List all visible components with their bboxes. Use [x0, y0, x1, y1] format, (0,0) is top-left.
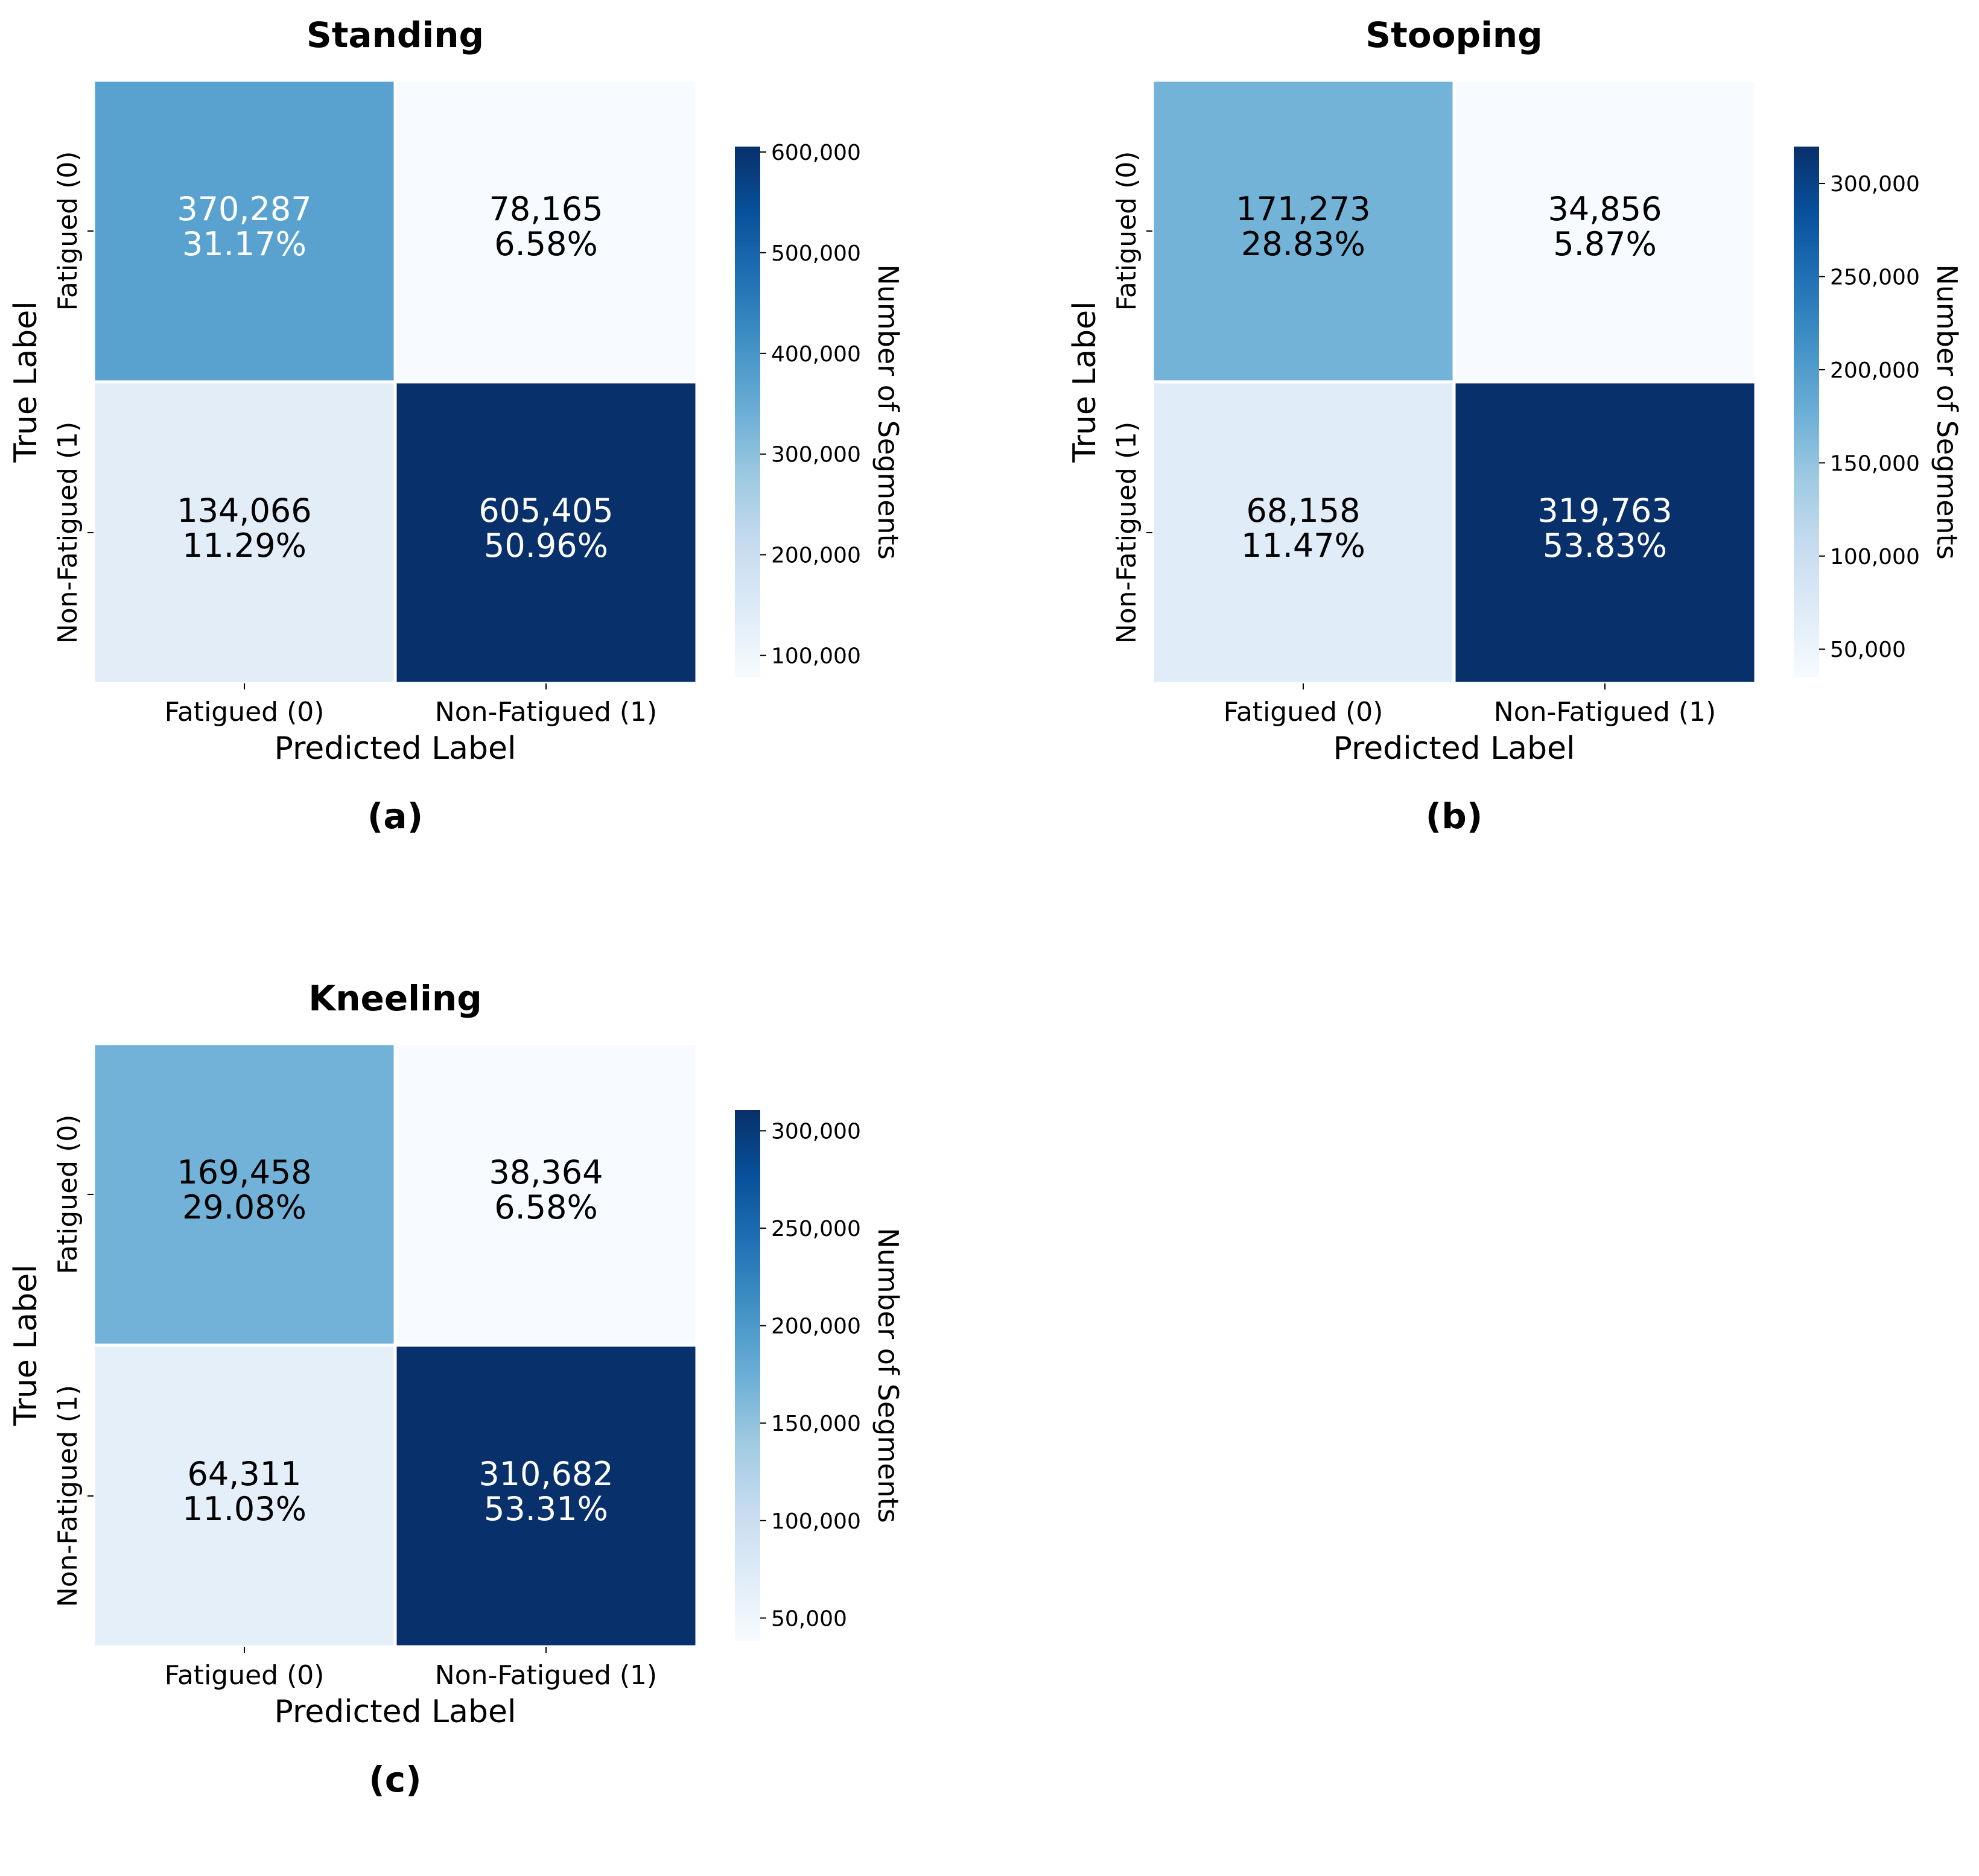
- colorbar-tick-label: 100,000: [771, 1509, 861, 1534]
- colorbar-label: Number of Segments: [1931, 264, 1963, 559]
- chart-title: Standing: [307, 14, 484, 55]
- colorbar-tick-label: 50,000: [1830, 638, 1906, 662]
- cell-count-label: 310,682: [478, 1455, 613, 1493]
- y-tick-label: Non-Fatigued (1): [52, 1385, 83, 1607]
- heatmap-cell: [92, 380, 397, 685]
- x-axis-label: Predicted Label: [275, 1694, 516, 1730]
- cell-count-label: 171,273: [1236, 190, 1370, 228]
- colorbar: [735, 147, 760, 677]
- cell-percentage-label: 11.47%: [1241, 527, 1365, 565]
- cell-count-label: 34,856: [1548, 190, 1662, 228]
- panel-label: (b): [1426, 796, 1483, 837]
- cell-percentage-label: 53.83%: [1543, 527, 1667, 565]
- colorbar-tick-label: 300,000: [771, 443, 861, 467]
- heatmap-cell: [92, 78, 397, 384]
- colorbar-tick-label: 250,000: [771, 1217, 861, 1241]
- x-axis-label: Predicted Label: [1333, 730, 1575, 767]
- cell-percentage-label: 11.29%: [182, 527, 307, 565]
- cell-count-label: 78,165: [489, 190, 603, 228]
- heatmap-cell: [1452, 380, 1758, 685]
- colorbar-label: Number of Segments: [872, 1228, 904, 1523]
- colorbar-tick-label: 200,000: [771, 1314, 861, 1339]
- panel-label: (a): [367, 796, 423, 837]
- x-tick-label: Non-Fatigued (1): [435, 697, 657, 727]
- heatmap-cell: [393, 1343, 699, 1649]
- colorbar-tick-label: 250,000: [1830, 265, 1920, 290]
- cell-count-label: 134,066: [177, 492, 311, 530]
- heatmap-cell: [92, 1042, 397, 1347]
- panel-label: (c): [369, 1759, 421, 1800]
- colorbar-tick-label: 400,000: [771, 342, 861, 367]
- x-tick-label: Non-Fatigued (1): [1494, 697, 1716, 727]
- confusion-matrix-standing: Standing370,28731.17%78,1656.58%134,0661…: [8, 14, 904, 837]
- cell-percentage-label: 6.58%: [494, 1188, 598, 1226]
- x-tick-label: Non-Fatigued (1): [435, 1660, 657, 1691]
- heatmap-cell: [1452, 78, 1758, 384]
- x-tick-label: Fatigued (0): [1224, 697, 1383, 727]
- cell-percentage-label: 50.96%: [484, 527, 608, 565]
- y-tick-label: Non-Fatigued (1): [1111, 422, 1142, 644]
- y-axis-label: True Label: [1067, 301, 1103, 463]
- heatmap-cell: [1151, 380, 1456, 685]
- colorbar-tick-label: 200,000: [1830, 358, 1920, 383]
- cell-count-label: 319,763: [1537, 492, 1672, 530]
- x-tick-label: Fatigued (0): [165, 1660, 325, 1691]
- colorbar: [735, 1110, 760, 1641]
- x-axis-label: Predicted Label: [275, 730, 516, 767]
- cell-percentage-label: 11.03%: [182, 1490, 307, 1528]
- cell-count-label: 169,458: [177, 1153, 311, 1191]
- colorbar-tick-label: 100,000: [1830, 545, 1920, 569]
- cell-percentage-label: 6.58%: [494, 225, 598, 263]
- colorbar-tick-label: 300,000: [1830, 172, 1920, 197]
- cell-count-label: 68,158: [1247, 492, 1361, 530]
- y-axis-label: True Label: [8, 1264, 44, 1426]
- colorbar: [1794, 147, 1819, 677]
- chart-title: Kneeling: [308, 978, 481, 1019]
- cell-percentage-label: 53.31%: [484, 1490, 608, 1528]
- cell-percentage-label: 29.08%: [182, 1188, 307, 1226]
- heatmap-cell: [92, 1343, 397, 1649]
- cell-count-label: 605,405: [478, 492, 613, 530]
- y-tick-label: Non-Fatigued (1): [52, 422, 83, 644]
- colorbar-tick-label: 50,000: [771, 1606, 847, 1631]
- chart-title: Stooping: [1365, 14, 1542, 55]
- x-tick-label: Fatigued (0): [165, 697, 325, 727]
- cell-percentage-label: 5.87%: [1553, 225, 1657, 263]
- colorbar-tick-label: 600,000: [771, 141, 861, 165]
- heatmap-cell: [393, 380, 699, 685]
- colorbar-tick-label: 150,000: [771, 1412, 861, 1436]
- cell-count-label: 370,287: [177, 190, 311, 228]
- y-axis-label: True Label: [8, 301, 44, 463]
- colorbar-label: Number of Segments: [872, 264, 904, 559]
- colorbar-tick-label: 500,000: [771, 241, 861, 266]
- colorbar-tick-label: 100,000: [771, 644, 861, 669]
- heatmap-cell: [393, 1042, 699, 1347]
- cell-count-label: 38,364: [489, 1153, 603, 1191]
- cell-percentage-label: 28.83%: [1241, 225, 1365, 263]
- colorbar-tick-label: 300,000: [771, 1120, 861, 1144]
- y-tick-label: Fatigued (0): [1111, 151, 1142, 311]
- colorbar-tick-label: 200,000: [771, 543, 861, 568]
- colorbar-tick-label: 150,000: [1830, 451, 1920, 476]
- cell-percentage-label: 31.17%: [182, 225, 307, 263]
- cell-count-label: 64,311: [188, 1455, 302, 1493]
- y-tick-label: Fatigued (0): [52, 1115, 83, 1275]
- heatmap-cell: [393, 78, 699, 384]
- y-tick-label: Fatigued (0): [52, 151, 83, 311]
